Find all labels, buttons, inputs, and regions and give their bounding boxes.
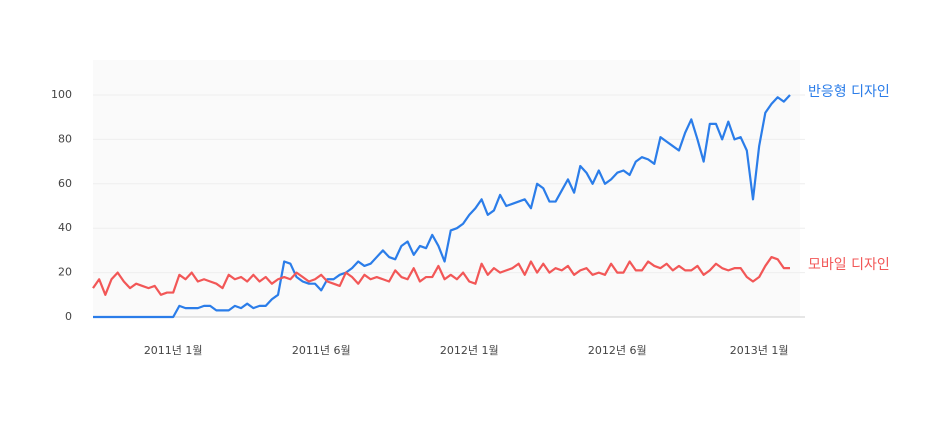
- series-label: 모바일 디자인: [808, 257, 890, 273]
- y-tick-label: 40: [58, 221, 72, 234]
- plot-background: [93, 60, 800, 317]
- series-line: [93, 94, 791, 319]
- y-tick-label: 100: [51, 88, 72, 101]
- x-tick-label: 2012년 6월: [588, 344, 647, 357]
- x-tick-label: 2011년 6월: [292, 344, 351, 357]
- y-tick-label: 20: [58, 266, 72, 279]
- x-tick-label: 2011년 1월: [144, 344, 203, 357]
- y-tick-label: 0: [65, 310, 72, 323]
- series-line: [92, 255, 790, 296]
- y-tick-label: 60: [58, 177, 72, 190]
- x-tick-label: 2013년 1월: [730, 344, 789, 357]
- y-tick-label: 80: [58, 132, 72, 145]
- series-label: 반응형 디자인: [808, 84, 890, 100]
- x-tick-label: 2012년 1월: [440, 344, 499, 357]
